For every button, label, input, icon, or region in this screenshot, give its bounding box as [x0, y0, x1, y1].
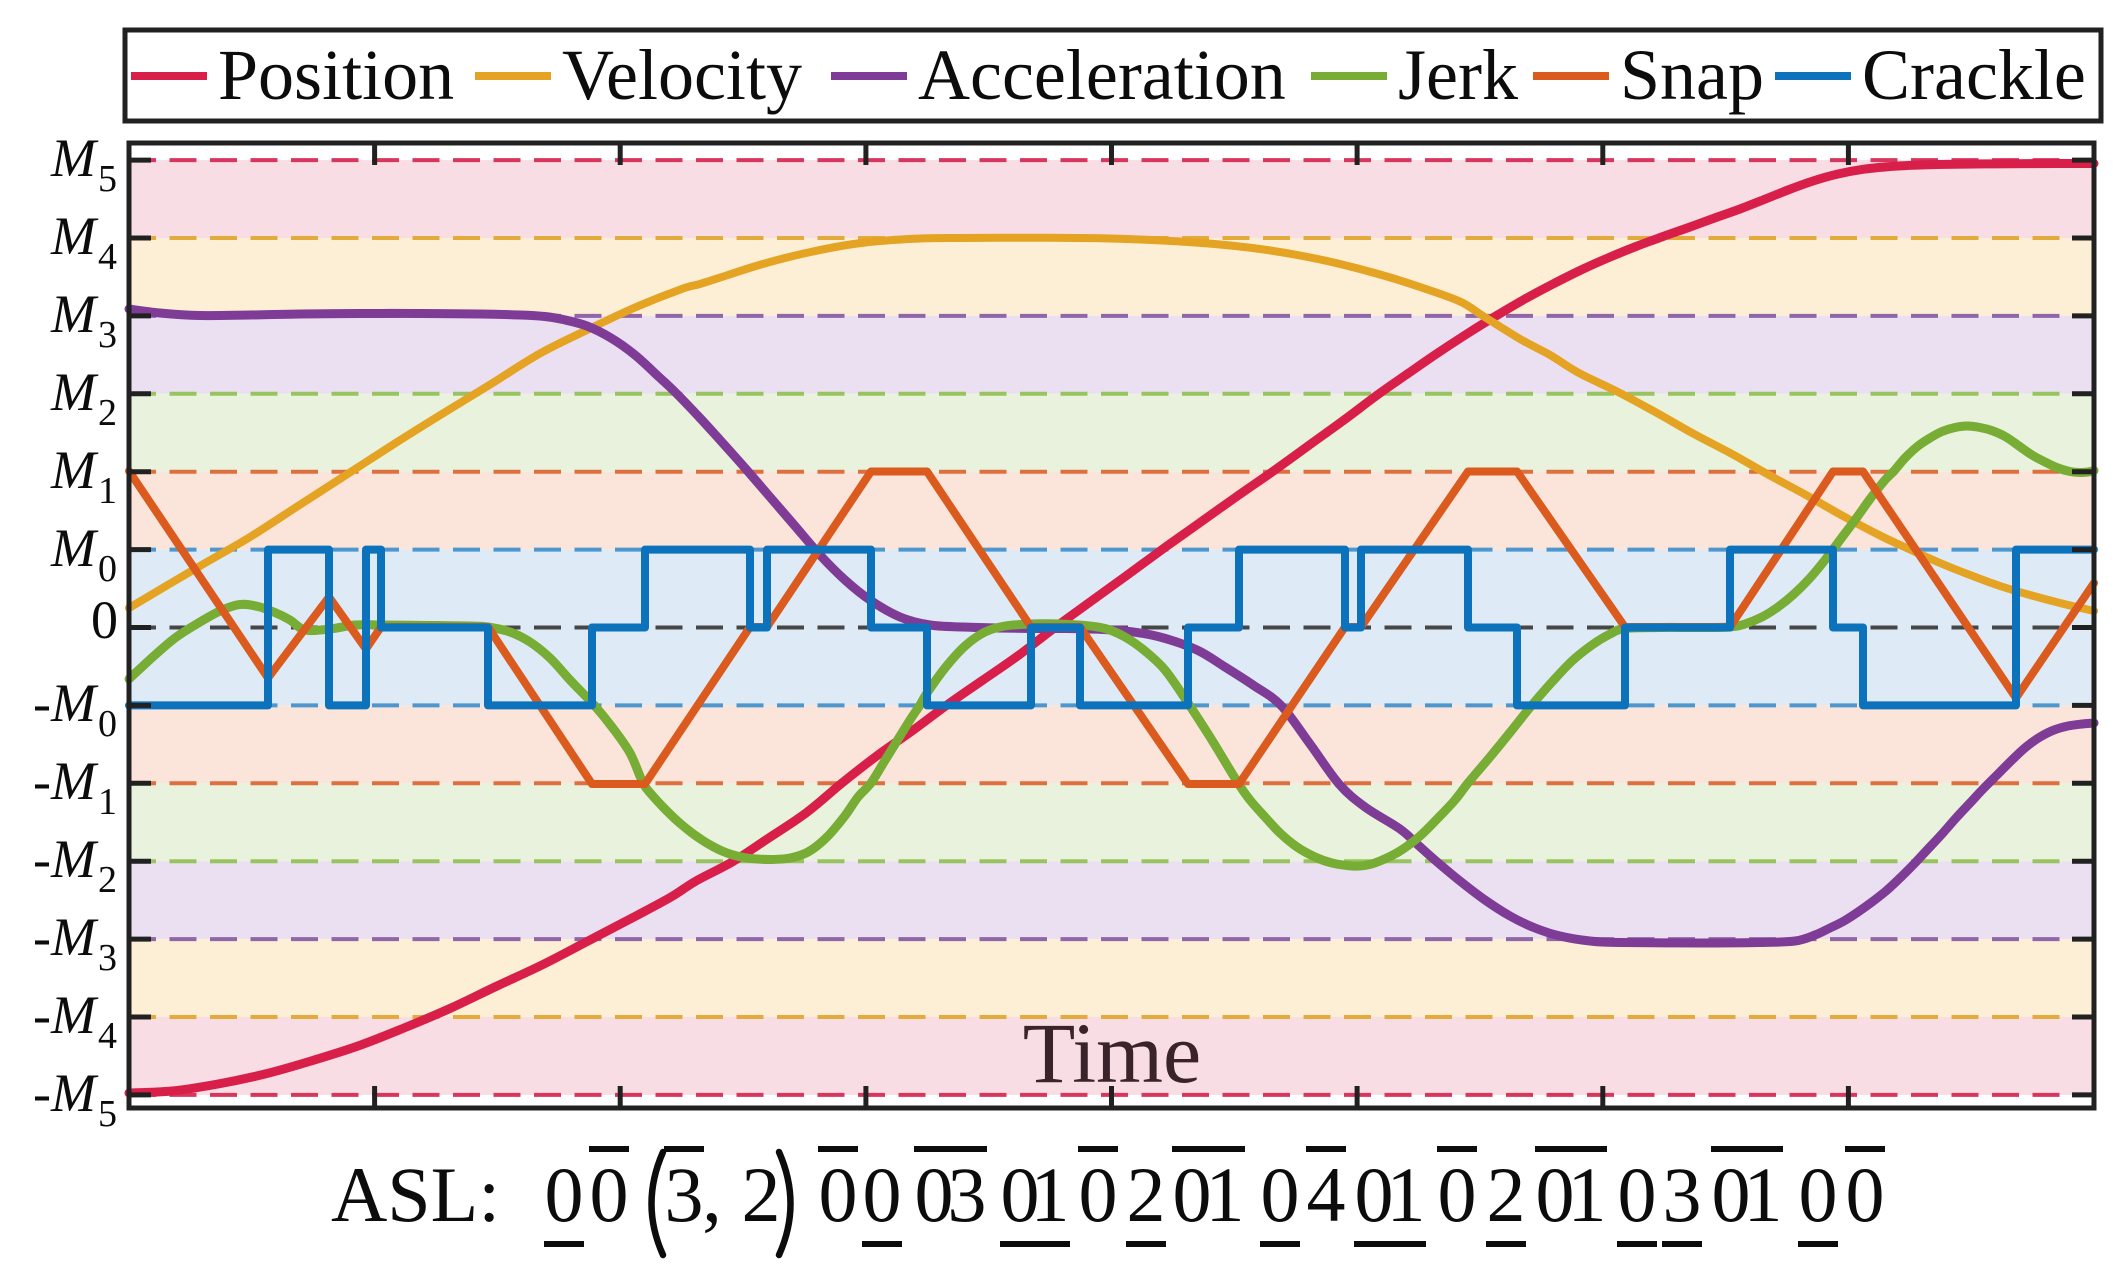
svg-text:0: 0	[545, 1151, 584, 1238]
svg-text:Acceleration: Acceleration	[918, 35, 1286, 115]
svg-text:Snap: Snap	[1620, 35, 1764, 115]
svg-text:1: 1	[1568, 1151, 1607, 1238]
svg-text:5: 5	[98, 1093, 117, 1135]
svg-text:0: 0	[91, 590, 118, 650]
svg-text:1: 1	[1206, 1151, 1245, 1238]
svg-text:0: 0	[98, 703, 117, 745]
svg-text:0: 0	[1438, 1151, 1477, 1238]
svg-text:2: 2	[1487, 1151, 1526, 1238]
svg-text:,: ,	[702, 1151, 722, 1238]
svg-text:M: M	[50, 284, 99, 344]
svg-text:3: 3	[98, 314, 117, 356]
svg-text:-M: -M	[33, 907, 99, 967]
svg-text:4: 4	[98, 1015, 117, 1057]
svg-text:0: 0	[1712, 1151, 1751, 1238]
svg-text:1: 1	[98, 781, 117, 823]
svg-text:0: 0	[1536, 1151, 1575, 1238]
svg-text:2: 2	[742, 1151, 781, 1238]
svg-text:0: 0	[1618, 1151, 1657, 1238]
svg-text:0: 0	[1799, 1151, 1838, 1238]
svg-text:1: 1	[98, 470, 117, 512]
svg-text:0: 0	[915, 1151, 954, 1238]
svg-text:0: 0	[863, 1151, 902, 1238]
svg-text:M: M	[50, 440, 99, 500]
svg-text:-M: -M	[33, 751, 99, 811]
svg-text:0: 0	[1173, 1151, 1212, 1238]
svg-text:M: M	[50, 206, 99, 266]
svg-text:0: 0	[1355, 1151, 1394, 1238]
svg-text:-M: -M	[33, 985, 99, 1045]
svg-text:-M: -M	[33, 1063, 99, 1123]
svg-text:M: M	[50, 362, 99, 422]
svg-text:3: 3	[98, 937, 117, 979]
svg-text:0: 0	[590, 1151, 629, 1238]
svg-text:Position: Position	[218, 35, 454, 115]
svg-text:0: 0	[98, 548, 117, 590]
svg-text:M: M	[50, 128, 99, 188]
svg-text:Time: Time	[1023, 1005, 1201, 1101]
svg-text:0: 0	[1261, 1151, 1300, 1238]
svg-text:1: 1	[1387, 1151, 1426, 1238]
svg-text:ASL:: ASL:	[331, 1151, 500, 1238]
svg-text:4: 4	[1307, 1151, 1346, 1238]
svg-text:3: 3	[665, 1151, 704, 1238]
svg-text:3: 3	[1663, 1151, 1702, 1238]
svg-text:5: 5	[98, 158, 117, 200]
svg-text:3: 3	[948, 1151, 987, 1238]
svg-text:1: 1	[1744, 1151, 1783, 1238]
svg-text:Jerk: Jerk	[1398, 35, 1518, 115]
svg-text:1: 1	[1031, 1151, 1070, 1238]
svg-text:4: 4	[98, 236, 117, 278]
svg-text:-M: -M	[33, 829, 99, 889]
svg-text:Crackle: Crackle	[1862, 35, 2086, 115]
svg-text:-M: -M	[33, 673, 99, 733]
svg-text:0: 0	[1846, 1151, 1885, 1238]
svg-text:M: M	[50, 518, 99, 578]
svg-text:2: 2	[1127, 1151, 1166, 1238]
svg-text:Velocity: Velocity	[562, 35, 802, 115]
svg-text:0: 0	[1001, 1151, 1040, 1238]
svg-text:2: 2	[98, 392, 117, 434]
svg-text:0: 0	[1079, 1151, 1118, 1238]
svg-text:0: 0	[819, 1151, 858, 1238]
svg-text:2: 2	[98, 859, 117, 901]
